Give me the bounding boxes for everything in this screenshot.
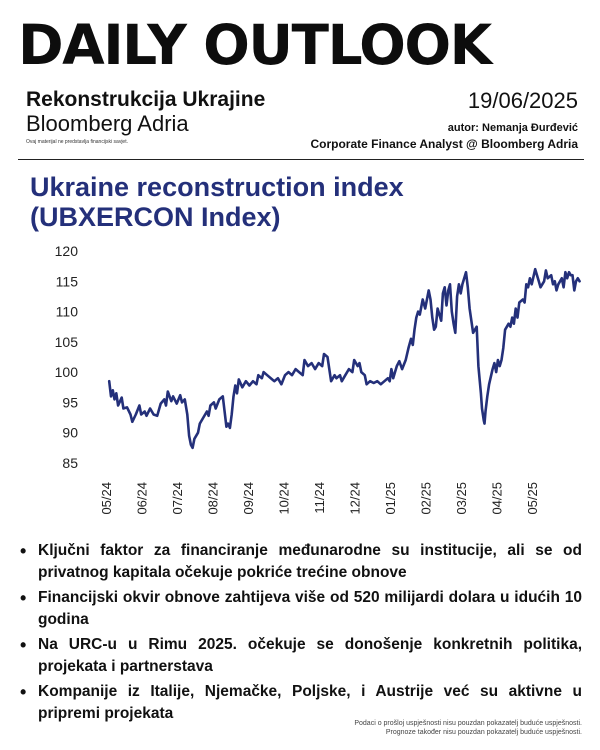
chart-title: Ukraine reconstruction index (UBXERCON I… (30, 172, 404, 232)
author-line: autor: Nemanja Đurđević (447, 122, 578, 134)
financial-advice-disclaimer: Ovaj materijal ne predstavlja financijsk… (26, 139, 128, 145)
y-axis: 85 90 95 100 105 110 115 120 (55, 243, 79, 471)
x-axis: 05/24 06/24 07/24 08/24 09/24 10/24 11/24 12/24… (99, 482, 540, 515)
author-role: Corporate Finance Analyst @ Bloomberg Ad… (310, 137, 578, 151)
y-tick-label: 120 (55, 243, 79, 259)
y-tick-label: 90 (62, 425, 78, 441)
x-tick-label: 04/25 (490, 482, 505, 515)
header-divider (18, 159, 584, 160)
bullet-point: Financijski okvir obnove zahtijeva više … (18, 587, 582, 631)
x-tick-label: 05/25 (525, 482, 540, 515)
key-points-list: Ključni faktor za financiranje međunarod… (18, 540, 582, 728)
chart-title-line-1: Ukraine reconstruction index (30, 172, 404, 202)
y-tick-label: 110 (56, 304, 79, 320)
footer-disclaimer-1: Podaci o prošloj uspješnosti nisu pouzda… (354, 720, 582, 727)
x-tick-label: 03/25 (454, 482, 469, 515)
y-tick-label: 85 (62, 455, 78, 471)
chart-title-line-2: (UBXERCON Index) (30, 202, 281, 232)
series-line (107, 267, 581, 450)
y-tick-label: 105 (55, 334, 79, 350)
report-date: 19/06/2025 (467, 88, 578, 113)
x-tick-label: 02/25 (419, 482, 434, 515)
bullet-point: Na URC-u u Rimu 2025. očekuje se donošen… (18, 634, 582, 678)
x-tick-label: 12/24 (348, 482, 363, 515)
footer-disclaimer-2: Prognoze također nisu pouzdan pokazatelj… (385, 729, 582, 736)
x-tick-label: 05/24 (99, 482, 114, 515)
x-tick-label: 06/24 (135, 482, 150, 515)
y-tick-label: 100 (55, 364, 79, 380)
x-tick-label: 01/25 (383, 482, 398, 515)
x-tick-label: 09/24 (241, 482, 256, 515)
report-subtitle: Rekonstrukcija Ukrajine (26, 88, 266, 111)
bullet-point: Ključni faktor za financiranje međunarod… (18, 540, 582, 584)
line-chart: 85 90 95 100 105 110 115 120 05/24 06/24 07/24 08/… (55, 243, 581, 515)
bullet-point: Kompanije iz Italije, Njemačke, Poljske,… (18, 681, 582, 725)
x-tick-label: 10/24 (277, 482, 292, 515)
masthead-title: DAILY OUTLOOK (18, 13, 492, 77)
x-tick-label: 08/24 (206, 482, 221, 515)
brand-name: Bloomberg Adria (26, 111, 189, 136)
y-tick-label: 115 (56, 273, 79, 289)
x-tick-label: 07/24 (170, 482, 185, 515)
x-tick-label: 11/24 (312, 482, 327, 514)
y-tick-label: 95 (62, 394, 78, 410)
